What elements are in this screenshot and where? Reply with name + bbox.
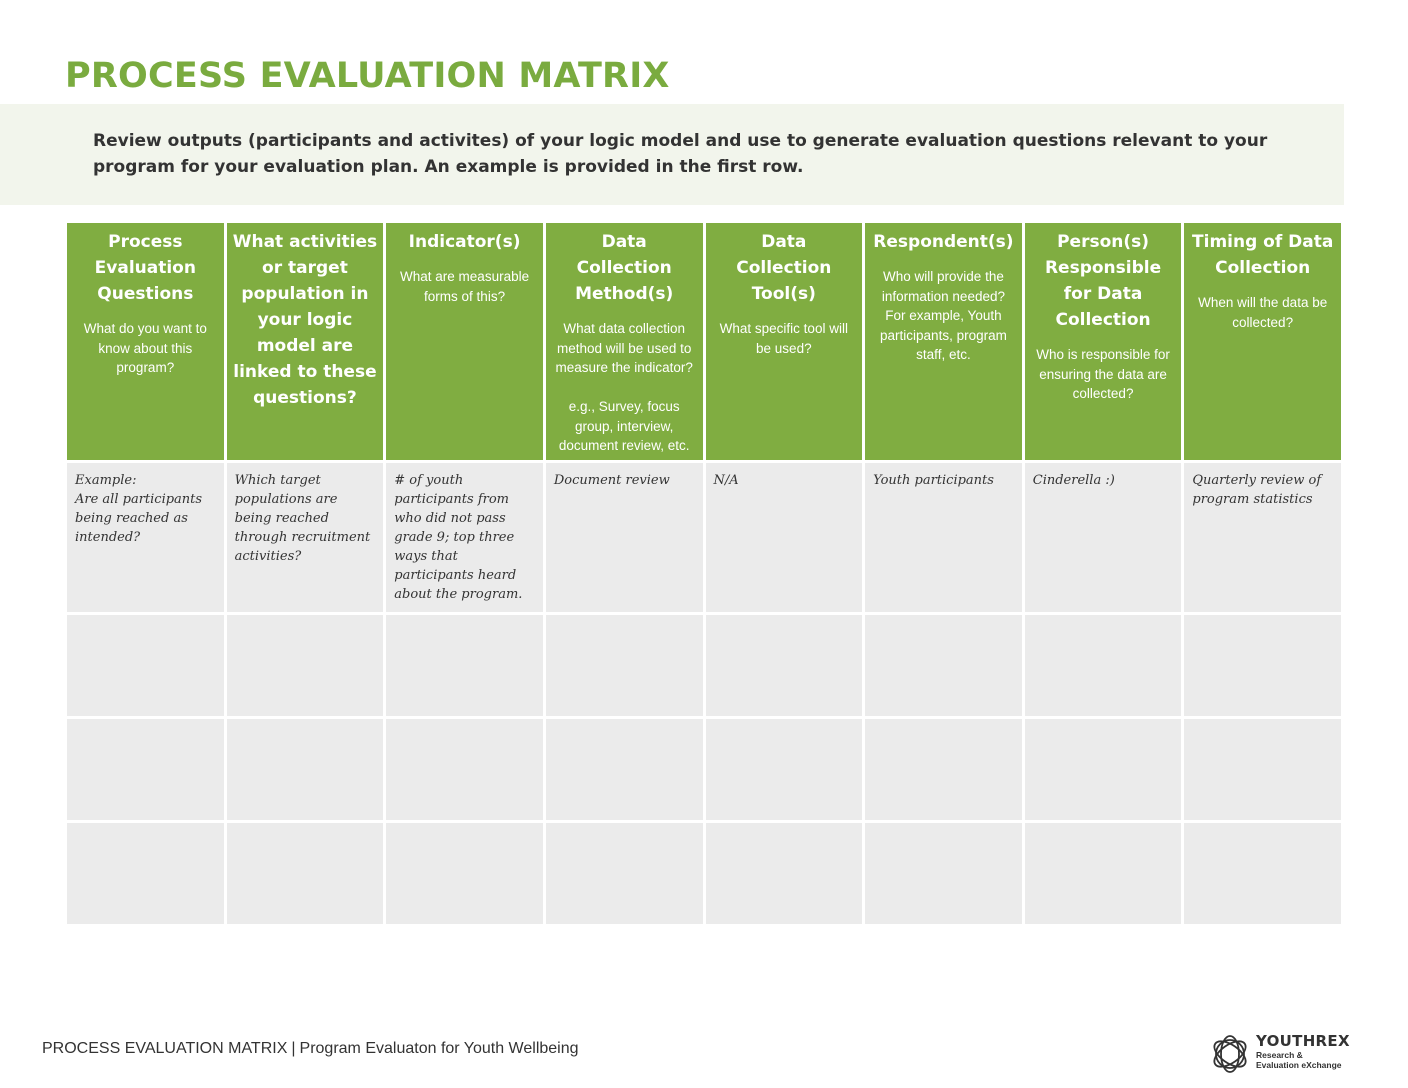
header-cell-responsible: Person(s) Responsible for Data Collectio… <box>1024 223 1182 460</box>
example-cell: Which target populations are being reach… <box>226 462 384 612</box>
blank-cell[interactable] <box>545 718 703 820</box>
blank-cell[interactable] <box>705 718 863 820</box>
example-cell: Youth participants <box>865 462 1022 612</box>
header-subtitle: Who will provide the information needed?… <box>880 269 1007 362</box>
blank-cell[interactable] <box>1184 718 1341 820</box>
blank-cell[interactable] <box>67 822 224 924</box>
blank-cell[interactable] <box>545 822 703 924</box>
header-title: Process Evaluation Questions <box>94 232 196 304</box>
blank-row <box>67 614 1341 716</box>
footer-separator: | <box>291 1040 296 1057</box>
example-cell: N/A <box>705 462 863 612</box>
header-title: Timing of Data Collection <box>1192 232 1334 278</box>
page-title: PROCESS EVALUATION MATRIX <box>65 56 670 96</box>
blank-cell[interactable] <box>705 822 863 924</box>
header-subtitle: What are measurable forms of this? <box>400 269 530 304</box>
header-subtitle: Who is responsible for ensuring the data… <box>1036 347 1170 401</box>
header-cell-methods: Data Collection Method(s) What data colle… <box>545 223 703 460</box>
header-title: What activities or target population in … <box>232 232 378 408</box>
interlocking-circles-logo-icon <box>1213 1035 1247 1073</box>
blank-cell[interactable] <box>1024 614 1182 716</box>
footer-doc-title: PROCESS EVALUATION MATRIX <box>42 1040 288 1057</box>
example-cell: Document review <box>545 462 703 612</box>
blank-cell[interactable] <box>1024 718 1182 820</box>
evaluation-matrix-table: Process Evaluation Questions What do you … <box>64 220 1344 927</box>
header-title: Data Collection Method(s) <box>575 232 674 304</box>
youthrex-logo: YOUTHREX Research & Evaluation eXchange <box>1208 1032 1350 1076</box>
blank-cell[interactable] <box>386 718 543 820</box>
header-title: Data Collection Tool(s) <box>736 232 832 304</box>
blank-cell[interactable] <box>865 822 1022 924</box>
header-cell-questions: Process Evaluation Questions What do you … <box>67 223 224 460</box>
header-title: Respondent(s) <box>873 232 1014 252</box>
blank-row <box>67 718 1341 820</box>
blank-cell[interactable] <box>1184 822 1341 924</box>
header-row: Process Evaluation Questions What do you … <box>67 223 1341 460</box>
footer: PROCESS EVALUATION MATRIX | Program Evalua… <box>42 1040 579 1058</box>
logo-name: YOUTHREX <box>1256 1032 1350 1050</box>
header-subtitle: What do you want to know about this prog… <box>83 321 207 375</box>
blank-cell[interactable] <box>705 614 863 716</box>
blank-cell[interactable] <box>386 614 543 716</box>
header-title: Person(s) Responsible for Data Collectio… <box>1044 232 1162 330</box>
header-subtitle: What specific tool will be used? <box>719 321 848 356</box>
blank-cell[interactable] <box>226 614 384 716</box>
blank-cell[interactable] <box>386 822 543 924</box>
blank-row <box>67 822 1341 924</box>
header-cell-tools: Data Collection Tool(s) What specific too… <box>705 223 863 460</box>
blank-cell[interactable] <box>226 822 384 924</box>
blank-cell[interactable] <box>67 614 224 716</box>
blank-cell[interactable] <box>545 614 703 716</box>
logo-tagline: Research & Evaluation eXchange <box>1256 1050 1342 1070</box>
intro-text: Review outputs (participants and activit… <box>93 131 1268 177</box>
blank-cell[interactable] <box>226 718 384 820</box>
header-subtitle: What data collection method will be used… <box>555 321 693 453</box>
blank-cell[interactable] <box>1184 614 1341 716</box>
blank-cell[interactable] <box>1024 822 1182 924</box>
header-title: Indicator(s) <box>408 232 521 252</box>
blank-cell[interactable] <box>865 718 1022 820</box>
blank-cell[interactable] <box>67 718 224 820</box>
header-cell-timing: Timing of Data Collection When will the d… <box>1184 223 1341 460</box>
blank-cell[interactable] <box>865 614 1022 716</box>
example-cell: # of youth participants from who did not… <box>386 462 543 612</box>
example-cell: Cinderella :) <box>1024 462 1182 612</box>
header-cell-activities: What activities or target population in … <box>226 223 384 460</box>
example-cell: Quarterly review of program statistics <box>1184 462 1341 612</box>
example-cell: Example: Are all participants being reac… <box>67 462 224 612</box>
header-cell-respondents: Respondent(s) Who will provide the inform… <box>865 223 1022 460</box>
intro-band <box>0 104 1344 205</box>
footer-program: Program Evaluaton for Youth Wellbeing <box>299 1040 579 1057</box>
header-cell-indicators: Indicator(s) What are measurable forms of… <box>386 223 543 460</box>
example-row: Example: Are all participants being reac… <box>67 462 1341 612</box>
header-subtitle: When will the data be collected? <box>1198 295 1328 330</box>
